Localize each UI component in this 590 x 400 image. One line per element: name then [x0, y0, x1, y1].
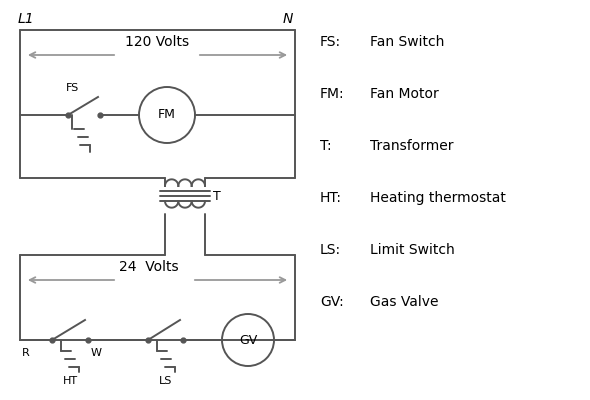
Text: FM: FM: [158, 108, 176, 122]
Text: Limit Switch: Limit Switch: [370, 243, 455, 257]
Text: FS: FS: [66, 83, 79, 93]
Text: LS: LS: [159, 376, 172, 386]
Text: LS:: LS:: [320, 243, 341, 257]
Text: GV: GV: [239, 334, 257, 346]
Text: N: N: [283, 12, 293, 26]
Text: FS:: FS:: [320, 35, 341, 49]
Text: T:: T:: [320, 139, 332, 153]
Text: 120 Volts: 120 Volts: [125, 35, 189, 49]
Text: Transformer: Transformer: [370, 139, 454, 153]
Text: 24  Volts: 24 Volts: [119, 260, 179, 274]
Text: HT:: HT:: [320, 191, 342, 205]
Text: L1: L1: [18, 12, 35, 26]
Text: Fan Motor: Fan Motor: [370, 87, 439, 101]
Text: Heating thermostat: Heating thermostat: [370, 191, 506, 205]
Text: GV:: GV:: [320, 295, 344, 309]
Text: FM:: FM:: [320, 87, 345, 101]
Text: Gas Valve: Gas Valve: [370, 295, 438, 309]
Text: T: T: [213, 190, 221, 202]
Text: W: W: [91, 348, 102, 358]
Text: HT: HT: [63, 376, 77, 386]
Text: Fan Switch: Fan Switch: [370, 35, 444, 49]
Text: R: R: [22, 348, 30, 358]
